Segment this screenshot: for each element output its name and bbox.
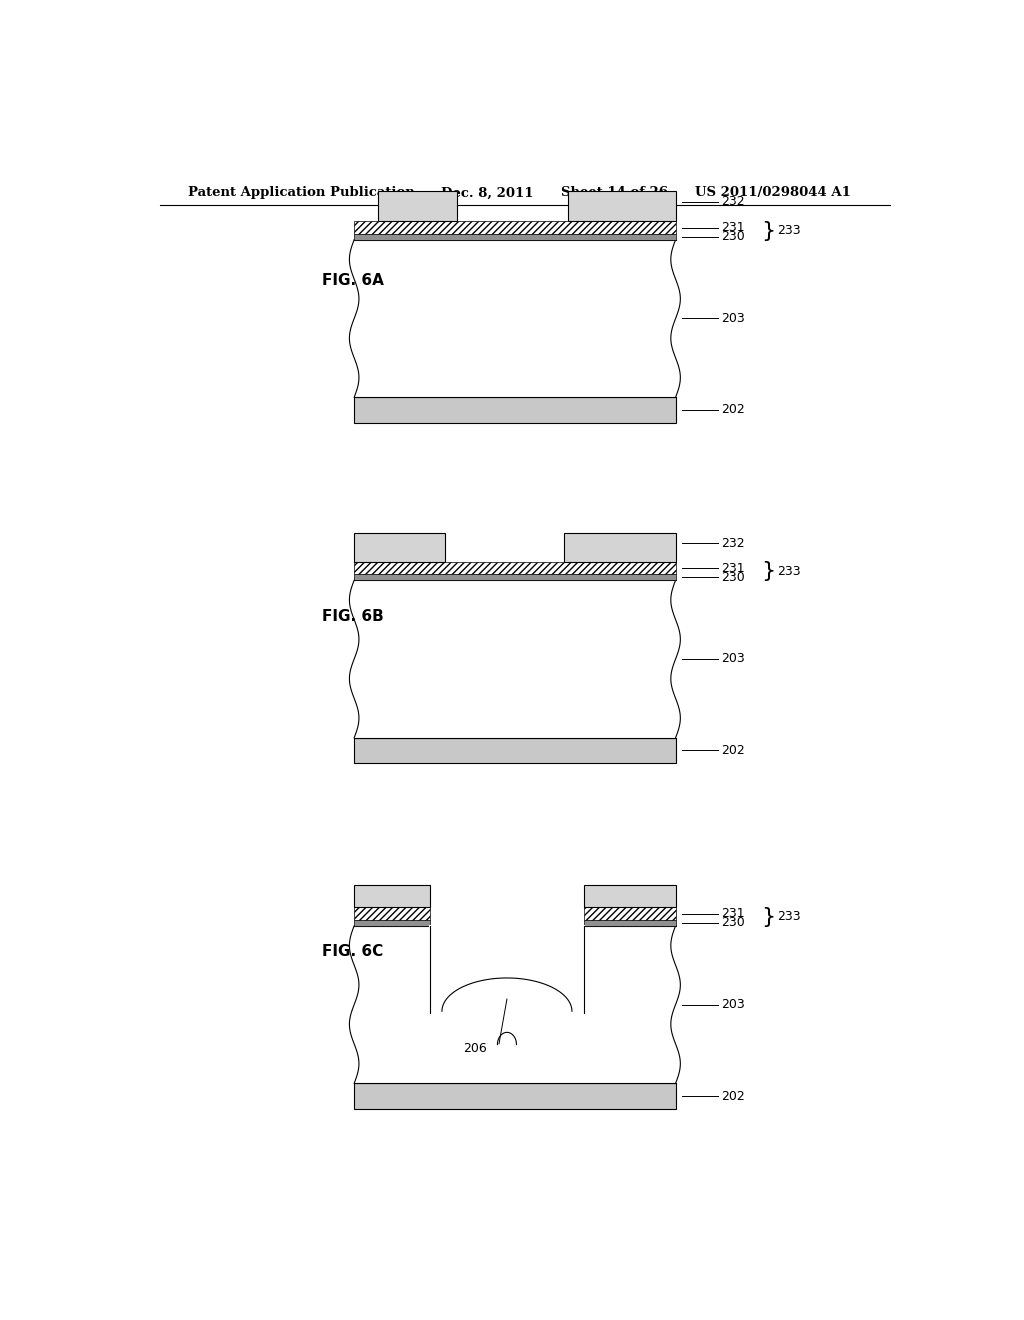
Bar <box>354 925 676 1084</box>
Text: }: } <box>761 220 775 240</box>
Bar <box>354 574 676 581</box>
Text: 233: 233 <box>777 909 801 923</box>
Bar <box>354 1084 676 1109</box>
Text: Dec. 8, 2011: Dec. 8, 2011 <box>441 186 534 199</box>
Bar <box>354 907 430 920</box>
Bar <box>354 562 676 574</box>
Text: FIG. 6A: FIG. 6A <box>323 273 384 289</box>
Bar <box>354 581 676 738</box>
Text: 206: 206 <box>463 1043 487 1056</box>
Bar <box>354 920 430 925</box>
Bar <box>354 397 676 422</box>
Text: Sheet 14 of 26: Sheet 14 of 26 <box>560 186 668 199</box>
Text: 232: 232 <box>722 195 745 209</box>
Bar <box>354 240 676 397</box>
Bar <box>585 907 676 920</box>
Text: 233: 233 <box>777 565 801 578</box>
Text: 203: 203 <box>722 652 745 665</box>
Text: 230: 230 <box>722 916 745 929</box>
Text: FIG. 6C: FIG. 6C <box>323 944 384 960</box>
Bar <box>568 191 676 222</box>
Bar <box>585 886 676 907</box>
Text: 202: 202 <box>722 744 745 756</box>
Text: 203: 203 <box>722 998 745 1011</box>
Text: 230: 230 <box>722 230 745 243</box>
Text: }: } <box>761 907 775 927</box>
Text: Patent Application Publication: Patent Application Publication <box>187 186 415 199</box>
Text: 232: 232 <box>722 537 745 550</box>
Bar <box>354 533 445 562</box>
Bar <box>354 886 430 907</box>
Text: }: } <box>761 561 775 581</box>
Text: 231: 231 <box>722 561 745 574</box>
Text: FIG. 6B: FIG. 6B <box>323 609 384 624</box>
Text: 233: 233 <box>777 224 801 238</box>
Text: 202: 202 <box>722 404 745 416</box>
Bar <box>378 191 458 222</box>
Bar <box>564 533 676 562</box>
Bar <box>354 738 676 763</box>
Bar <box>585 920 676 925</box>
Text: 203: 203 <box>722 312 745 325</box>
Text: 231: 231 <box>722 907 745 920</box>
Text: US 2011/0298044 A1: US 2011/0298044 A1 <box>695 186 851 199</box>
Bar <box>430 925 585 1023</box>
Bar <box>354 234 676 240</box>
Text: 202: 202 <box>722 1089 745 1102</box>
Text: 230: 230 <box>722 570 745 583</box>
Text: 231: 231 <box>722 220 745 234</box>
Bar <box>354 222 676 234</box>
